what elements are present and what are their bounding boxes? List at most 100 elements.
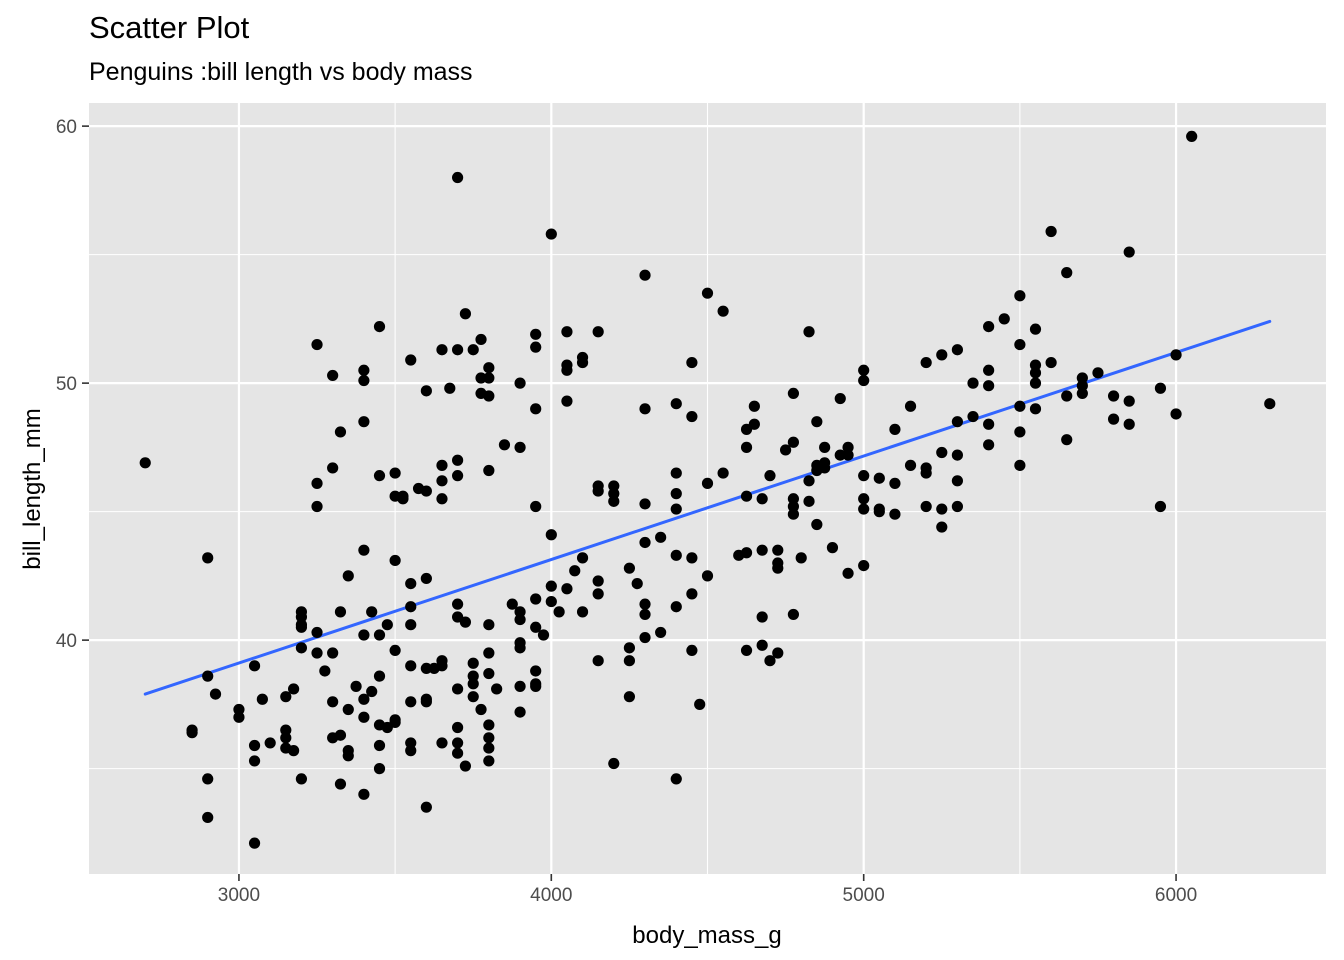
scatter-point [311, 647, 323, 659]
scatter-point [920, 500, 932, 513]
x-tick-label: 3000 [218, 885, 260, 906]
scatter-point [373, 470, 386, 482]
scatter-point [358, 374, 370, 387]
scatter-point [459, 760, 472, 772]
scatter-point [967, 410, 979, 423]
scatter-point [670, 549, 682, 561]
scatter-point [202, 773, 214, 785]
scatter-point [530, 328, 542, 340]
scatter-point [787, 436, 800, 448]
scatter-point [655, 626, 667, 639]
scatter-point [530, 500, 542, 513]
scatter-point [686, 410, 698, 423]
scatter-point [803, 475, 815, 487]
scatter-point [389, 467, 401, 479]
scatter-point [842, 567, 854, 579]
scatter-point [740, 644, 753, 657]
scatter-point [248, 755, 261, 767]
scatter-point [334, 729, 347, 741]
scatter-point [389, 644, 401, 657]
scatter-point [202, 811, 214, 824]
scatter-point [467, 691, 479, 703]
scatter-point [1014, 400, 1026, 412]
scatter-point [639, 631, 651, 644]
scatter-point [1076, 380, 1088, 392]
scatter-point [514, 680, 526, 692]
scatter-point [842, 449, 854, 461]
scatter-point [1264, 398, 1276, 410]
scatter-point [834, 449, 846, 461]
scatter-point [1076, 372, 1088, 384]
scatter-point [405, 745, 417, 757]
scatter-point [576, 356, 589, 369]
scatter-point [772, 647, 784, 659]
scatter-point [358, 629, 370, 641]
scatter-point [608, 488, 620, 500]
scatter-point [951, 500, 963, 513]
scatter-point [233, 703, 245, 716]
scatter-point [639, 608, 651, 621]
scatter-point [623, 562, 636, 574]
scatter-point [592, 655, 604, 667]
scatter-point [475, 333, 487, 346]
scatter-point [639, 269, 651, 281]
scatter-point [756, 611, 768, 623]
scatter-point [530, 665, 542, 677]
scatter-point [1029, 403, 1042, 415]
scatter-point [311, 500, 323, 513]
scatter-point [483, 647, 495, 659]
scatter-point [608, 495, 620, 507]
scatter-point [483, 742, 495, 754]
scatter-point [904, 400, 917, 412]
scatter-point [1061, 434, 1073, 446]
scatter-point [951, 449, 963, 461]
scatter-point [459, 616, 472, 628]
scatter-point [951, 344, 963, 356]
scatter-point [904, 459, 917, 471]
scatter-point [670, 467, 682, 479]
scatter-point [514, 377, 526, 389]
scatter-point [983, 380, 995, 392]
scatter-point [756, 544, 768, 556]
scatter-point [327, 647, 339, 659]
scatter-point [373, 320, 386, 333]
scatter-point [803, 326, 815, 338]
scatter-point [936, 446, 948, 459]
scatter-point [483, 464, 495, 477]
scatter-point [639, 536, 651, 549]
scatter-point [795, 552, 807, 564]
scatter-point [920, 356, 932, 369]
scatter-point [787, 500, 800, 513]
scatter-point [858, 560, 870, 572]
scatter-point [553, 606, 565, 618]
scatter-point [1061, 390, 1073, 402]
scatter-point [1123, 418, 1135, 430]
scatter-point [748, 400, 760, 412]
scatter-point [686, 588, 698, 600]
scatter-point [405, 660, 417, 672]
scatter-point [1014, 290, 1026, 302]
scatter-point [1170, 349, 1182, 361]
scatter-point [576, 552, 589, 564]
scatter-point [209, 688, 222, 700]
scatter-point [295, 773, 308, 785]
scatter-point [405, 696, 417, 708]
scatter-point [436, 660, 448, 672]
chart-subtitle: Penguins :bill length vs body mass [89, 58, 473, 86]
scatter-point [889, 477, 901, 489]
scatter-point [1186, 130, 1198, 143]
scatter-point [764, 655, 776, 667]
scatter-point [1029, 377, 1042, 389]
scatter-point [514, 613, 526, 626]
scatter-point [514, 606, 526, 618]
scatter-point [530, 680, 542, 692]
chart-title: Scatter Plot [89, 10, 250, 45]
scatter-point [358, 544, 370, 556]
scatter-point [342, 750, 354, 762]
scatter-point [467, 657, 479, 669]
scatter-point [295, 611, 308, 623]
scatter-point [842, 441, 854, 453]
scatter-point [811, 416, 823, 428]
scatter-point [623, 642, 636, 654]
scatter-point [514, 441, 526, 453]
